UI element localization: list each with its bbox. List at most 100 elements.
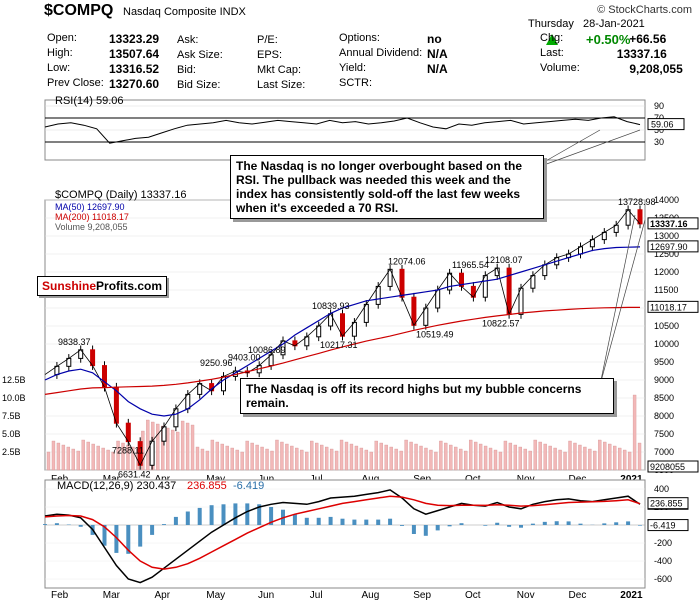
volume-bar — [483, 445, 488, 471]
volume-bar — [185, 422, 190, 471]
volume-bar — [464, 450, 468, 471]
rsi-annotation: The Nasdaq is no longer overbought based… — [230, 155, 544, 219]
price-right-label: 9208055 — [650, 462, 685, 472]
x-axis-label-bottom: May — [206, 590, 225, 601]
volume-bar — [613, 445, 617, 471]
price-data-label: 10086.89 — [248, 345, 286, 355]
price-right-box — [647, 217, 699, 230]
macd-histogram-bar — [483, 525, 488, 526]
price-legend: Volume 9,208,055 — [55, 222, 128, 232]
macd-histogram-bar — [459, 523, 464, 525]
price-annotation: The Nasdaq is off its record highs but m… — [240, 378, 614, 414]
volume-bar — [553, 447, 557, 471]
macd-tick-label: -600 — [654, 574, 672, 584]
volume-bar — [513, 444, 518, 471]
volume-bar — [205, 450, 210, 471]
quote-cell: Options: no — [339, 32, 442, 46]
quote-cell: P/E: — [257, 34, 278, 46]
symbol: $COMPQ — [44, 2, 114, 19]
quote-cell: Mkt Cap: — [257, 64, 302, 76]
x-axis-label-bottom: Jul — [310, 590, 323, 601]
macd-histogram-bar — [519, 525, 523, 528]
volume-bar — [414, 443, 418, 471]
price-data-label: 13728.98 — [618, 197, 656, 207]
rsi-title: RSI(14) 59.06 — [55, 95, 123, 107]
price-right-box — [647, 460, 699, 473]
rsi-annotation-connector — [529, 129, 641, 171]
quote-cell: Prev Close: 13270.60 — [47, 77, 160, 91]
volume-tick-label: 7.5B — [2, 411, 21, 421]
macd-right-label: -6.419 — [650, 521, 676, 531]
macd-histogram-bar — [304, 517, 309, 525]
macd-histogram-bar — [614, 522, 619, 525]
rsi-tick-label: 70 — [654, 113, 664, 123]
volume-bar — [101, 447, 105, 471]
volume-bar — [245, 440, 249, 471]
quote-cell: Yield: N/A — [339, 62, 448, 76]
volume-bar — [215, 441, 220, 471]
volume-bar — [240, 451, 244, 471]
volume-bar — [359, 447, 364, 471]
day-label: Thursday 28-Jan-2021 — [528, 18, 645, 30]
volume-bar — [498, 451, 503, 471]
quote-cell: SCTR: — [339, 77, 372, 89]
macd-right-label: 236.855 — [650, 499, 683, 509]
volume-bar — [493, 449, 498, 471]
volume-bar — [320, 444, 324, 471]
volume-bar — [161, 425, 165, 471]
quote-cell: Annual Dividend: N/A — [339, 47, 448, 61]
volume-bar — [305, 451, 309, 471]
macd-right-box — [647, 519, 689, 532]
volume-bar — [593, 450, 597, 471]
volume-bar — [503, 440, 508, 471]
symbol-name: Nasdaq Composite INDX — [123, 6, 246, 18]
price-legend: MA(50) 12697.90 — [55, 202, 125, 212]
macd-legend: MACD(12,26,9) 230.437 — [57, 480, 176, 492]
macd-histogram-bar — [554, 521, 559, 525]
volume-bar — [324, 446, 329, 471]
volume-bar — [488, 447, 493, 471]
volume-tick-label: 12.5B — [2, 375, 26, 385]
price-data-label: 10822.57 — [482, 318, 520, 328]
volume-bar — [235, 449, 239, 471]
quote-cell: Open: 13323.29 — [47, 32, 160, 46]
price-tick-label: 12000 — [654, 267, 679, 277]
volume-bar — [96, 445, 100, 471]
quote-cell: Chg: +66.56 — [540, 32, 667, 46]
macd-histogram-bar — [233, 503, 238, 525]
volume-bar — [354, 445, 359, 471]
quote-table: Open: 13323.29 Ask: P/E: Options: no Chg: +66.5… — [47, 32, 697, 92]
price-data-label: 9838.37 — [58, 337, 91, 347]
price-data-label: 7288.11 — [112, 446, 144, 456]
volume-bar — [61, 444, 66, 471]
x-axis-label-bottom: Sep — [413, 590, 431, 601]
x-axis-label-bottom: Mar — [103, 590, 121, 601]
volume-bar — [175, 431, 180, 471]
volume-bar — [454, 446, 458, 471]
volume-bar — [51, 440, 56, 471]
x-axis-label-bottom: Dec — [569, 590, 587, 601]
rsi-last-value-box — [647, 118, 685, 131]
volume-bar — [528, 450, 532, 471]
macd-histogram-bar — [138, 525, 143, 547]
macd-histogram-bar — [126, 525, 131, 554]
price-right-box — [647, 240, 699, 253]
price-tick-label: 14000 — [654, 195, 679, 205]
macd-tick-label: -200 — [654, 538, 672, 548]
brand-logo: SunshineProfits.com — [37, 276, 168, 296]
volume-bar — [618, 447, 622, 471]
volume-bar — [394, 448, 398, 471]
quote-cell: Bid: — [177, 64, 196, 76]
macd-histogram-bar — [566, 521, 571, 525]
volume-bar — [86, 441, 90, 471]
price-data-label: 12108.07 — [485, 255, 523, 265]
macd-histogram-bar — [173, 516, 178, 525]
x-axis-label-bottom: Aug — [362, 590, 380, 601]
volume-bar — [255, 444, 259, 471]
volume-bar — [568, 440, 572, 471]
volume-bar — [449, 444, 453, 471]
volume-bar — [71, 448, 75, 471]
price-data-label: 9250.96 — [200, 358, 233, 368]
macd-histogram-bar — [530, 523, 535, 525]
price-right-box — [647, 300, 699, 313]
